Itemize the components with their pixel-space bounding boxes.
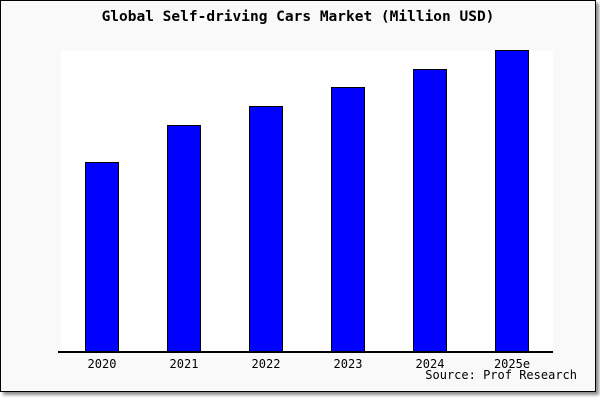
bars-container — [61, 50, 553, 351]
x-tick-label-2021: 2021 — [169, 357, 199, 371]
x-tick-label-2025e: 2025e — [493, 357, 531, 371]
bar-slot — [389, 51, 471, 351]
plot-area — [61, 50, 553, 351]
bar-2022 — [249, 106, 283, 351]
chart-title: Global Self-driving Cars Market (Million… — [101, 9, 495, 25]
bar-2024 — [413, 68, 447, 351]
bar-slot — [143, 51, 225, 351]
x-tick-label-2022: 2022 — [251, 357, 281, 371]
bar-slot — [307, 51, 389, 351]
bar-slot — [61, 51, 143, 351]
bar-2023 — [331, 86, 365, 351]
x-tick-label-2023: 2023 — [333, 357, 363, 371]
source-credit: Source: Prof Research — [425, 368, 577, 382]
bar-2025e — [495, 50, 529, 351]
bar-slot — [471, 50, 553, 351]
chart-card: Global Self-driving Cars Market (Million… — [0, 0, 596, 392]
bar-slot — [225, 51, 307, 351]
x-tick-label-2024: 2024 — [415, 357, 445, 371]
bar-2021 — [167, 125, 201, 351]
x-axis-labels: 2020 2021 2022 2023 2024 2025e — [61, 357, 553, 371]
x-tick-label-2020: 2020 — [87, 357, 117, 371]
bar-2020 — [85, 161, 119, 351]
x-axis-line — [58, 351, 553, 353]
